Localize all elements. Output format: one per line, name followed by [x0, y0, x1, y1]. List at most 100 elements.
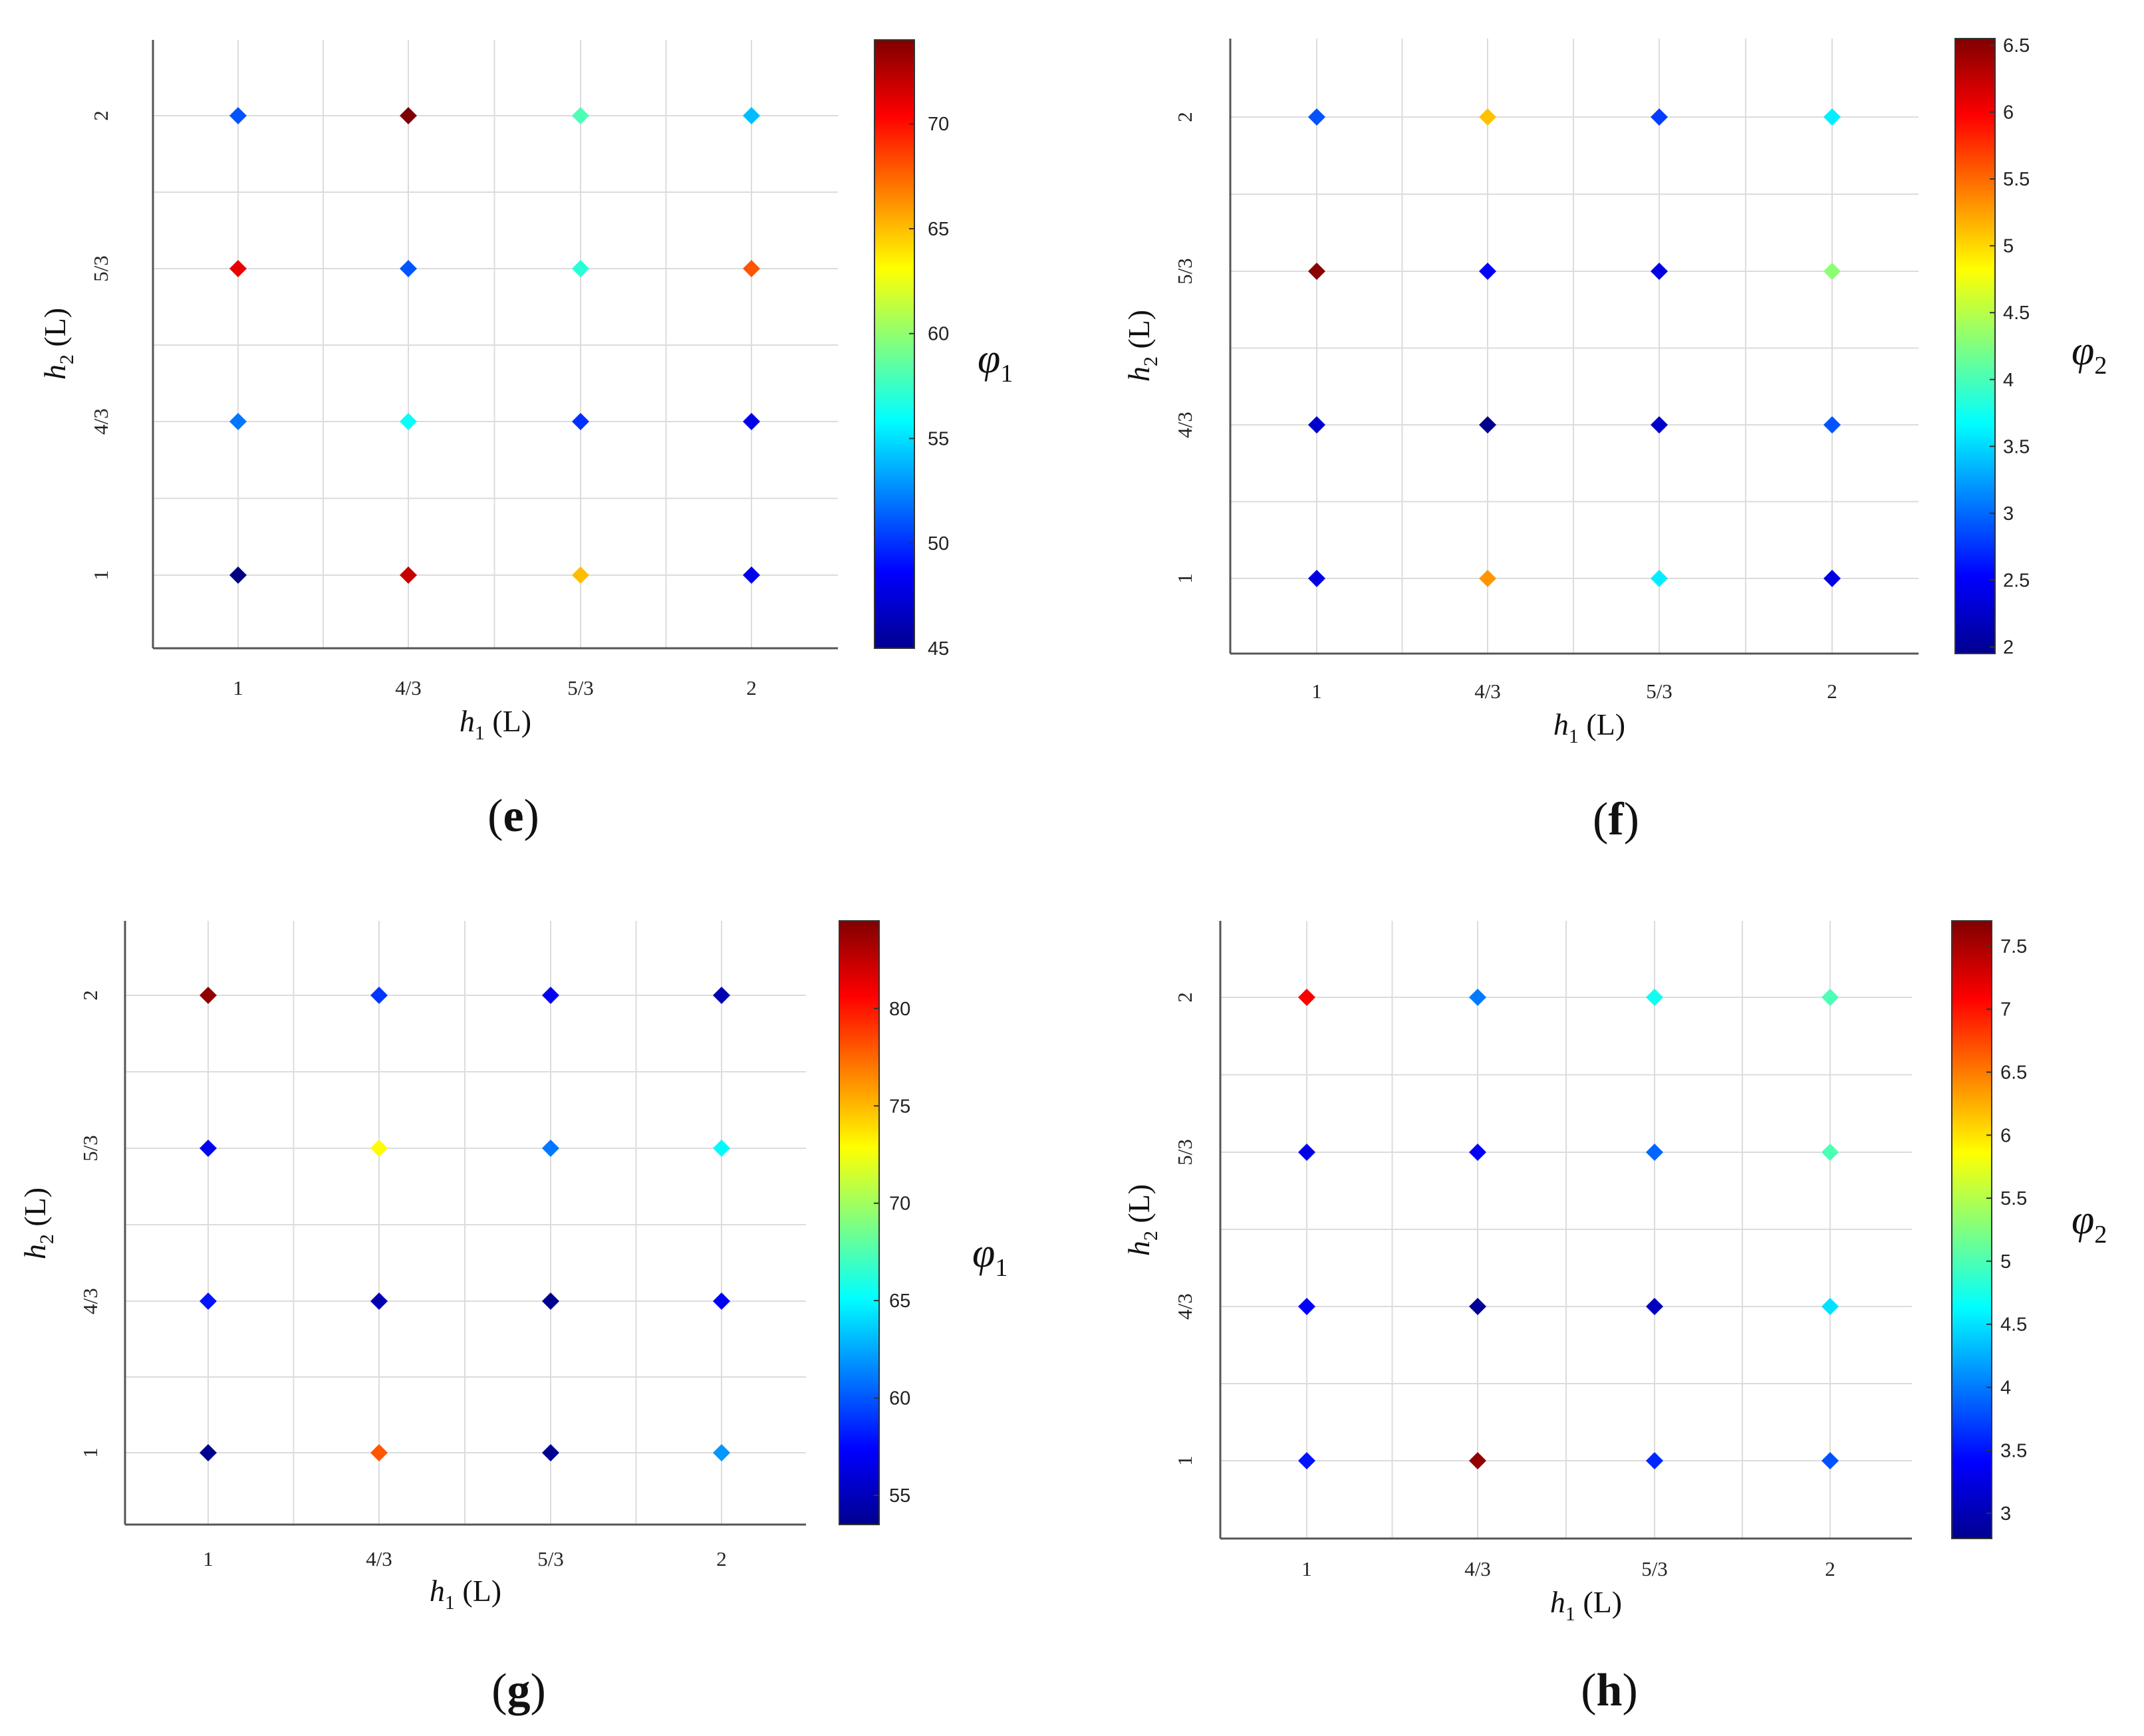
- colorbar-tick-label: 55: [928, 428, 949, 449]
- x-axis-label-var: h: [430, 1574, 445, 1608]
- plot-area: [153, 40, 838, 648]
- data-point: [1821, 989, 1839, 1006]
- colorbar-label: φ2: [2072, 1197, 2107, 1249]
- data-point: [713, 1140, 730, 1157]
- x-axis-label: h1 (L): [460, 704, 531, 744]
- data-point: [370, 1293, 388, 1310]
- colorbar-tick-label: 2: [2003, 637, 2014, 658]
- x-tick-label: 2: [1827, 680, 1837, 703]
- y-tick-label: 1: [89, 570, 112, 580]
- data-point: [1298, 1144, 1315, 1161]
- data-point: [713, 987, 730, 1004]
- data-point: [1298, 989, 1315, 1006]
- colorbar-tick-label: 65: [889, 1291, 910, 1312]
- panel-caption-close: ): [531, 1665, 546, 1716]
- data-point: [400, 566, 417, 584]
- colorbar-tick-label: 5.5: [2003, 169, 2030, 190]
- x-axis-label-var: h: [1550, 1585, 1565, 1619]
- y-axis-label-unit: (L): [38, 308, 72, 354]
- data-point: [743, 260, 760, 277]
- y-tick-label: 5/3: [1173, 258, 1196, 285]
- y-tick-label: 4/3: [89, 408, 112, 435]
- data-point: [572, 566, 589, 584]
- colorbar-tick-label: 60: [889, 1388, 910, 1410]
- data-point: [713, 1444, 730, 1461]
- colorbar-tick-label: 3: [2000, 1503, 2011, 1525]
- colorbar-tick-label: 4: [2000, 1377, 2011, 1398]
- colorbar-tick-label: 6.5: [2003, 35, 2030, 57]
- y-tick-label: 1: [1173, 1455, 1196, 1466]
- colorbar: [1954, 38, 1996, 654]
- data-point: [1646, 1144, 1663, 1161]
- y-axis-label-unit: (L): [18, 1187, 52, 1234]
- data-point: [1821, 1298, 1839, 1315]
- x-axis-label-var: h: [460, 704, 475, 738]
- x-tick-label: 2: [716, 1547, 727, 1570]
- data-point: [1651, 570, 1668, 587]
- x-tick-label: 1: [1311, 680, 1322, 703]
- data-point: [1823, 570, 1841, 587]
- x-axis-label-sub: 1: [475, 722, 485, 744]
- y-axis-label-var: h: [38, 364, 72, 380]
- x-axis-label-sub: 1: [1569, 725, 1579, 747]
- x-axis-label-sub: 1: [445, 1592, 455, 1614]
- panel-caption-letter: e: [503, 791, 523, 842]
- y-tick-label: 5/3: [89, 255, 112, 282]
- x-axis-label-var: h: [1553, 707, 1569, 741]
- colorbar-tick-label: 3.5: [2003, 436, 2030, 457]
- y-axis-label-var: h: [1122, 1241, 1156, 1256]
- y-tick-label: 4/3: [1173, 412, 1196, 438]
- y-tick-label: 4/3: [1173, 1293, 1196, 1320]
- data-point: [1469, 989, 1486, 1006]
- x-axis-label-sub: 1: [1565, 1603, 1575, 1625]
- colorbar-tick-label: 80: [889, 999, 910, 1020]
- y-tick-label: 1: [1173, 573, 1196, 584]
- colorbar-label-sub: 2: [2094, 1221, 2107, 1249]
- colorbar-tick-label: 5: [2000, 1251, 2011, 1273]
- data-point: [572, 260, 589, 277]
- colorbar-tick-label: 6.5: [2000, 1062, 2027, 1084]
- x-tick-label: 5/3: [537, 1547, 564, 1570]
- colorbar: [1951, 920, 1992, 1539]
- data-point: [229, 260, 247, 277]
- y-axis-label-var: h: [1122, 366, 1156, 382]
- data-point: [1479, 263, 1496, 280]
- panel-caption-open: (: [1593, 794, 1608, 845]
- data-point: [1823, 263, 1841, 280]
- data-point: [542, 1293, 559, 1310]
- data-point: [572, 413, 589, 430]
- panel-caption: (e): [487, 791, 539, 842]
- colorbar-label-var: φ: [978, 336, 1000, 382]
- data-point: [713, 1293, 730, 1310]
- y-axis-label-unit: (L): [1122, 310, 1156, 356]
- x-axis-label-unit: (L): [1575, 1585, 1622, 1619]
- data-point: [743, 413, 760, 430]
- data-point: [370, 987, 388, 1004]
- colorbar-tick-label: 5: [2003, 236, 2014, 257]
- colorbar-tick-label: 3.5: [2000, 1440, 2027, 1461]
- data-point: [200, 987, 217, 1004]
- data-point: [542, 987, 559, 1004]
- data-point: [1821, 1144, 1839, 1161]
- data-point: [1651, 263, 1668, 280]
- x-tick-label: 4/3: [1474, 680, 1501, 703]
- x-tick-label: 4/3: [395, 676, 422, 699]
- colorbar-tick-label: 4: [2003, 370, 2014, 391]
- x-tick-label: 2: [746, 676, 757, 699]
- colorbar-tick-label: 50: [928, 533, 949, 555]
- y-tick-label: 2: [1173, 992, 1196, 1003]
- data-point: [1651, 108, 1668, 126]
- colorbar: [839, 920, 880, 1525]
- data-point: [1469, 1298, 1486, 1315]
- panel-caption: (g): [491, 1665, 546, 1716]
- x-axis-label-unit: (L): [1579, 707, 1625, 741]
- y-tick-label: 4/3: [78, 1288, 102, 1314]
- data-point: [743, 107, 760, 124]
- data-point: [1821, 1452, 1839, 1469]
- data-point: [1646, 1452, 1663, 1469]
- data-point: [1479, 108, 1496, 126]
- colorbar-tick-label: 5.5: [2000, 1188, 2027, 1209]
- x-axis-label-unit: (L): [485, 704, 531, 738]
